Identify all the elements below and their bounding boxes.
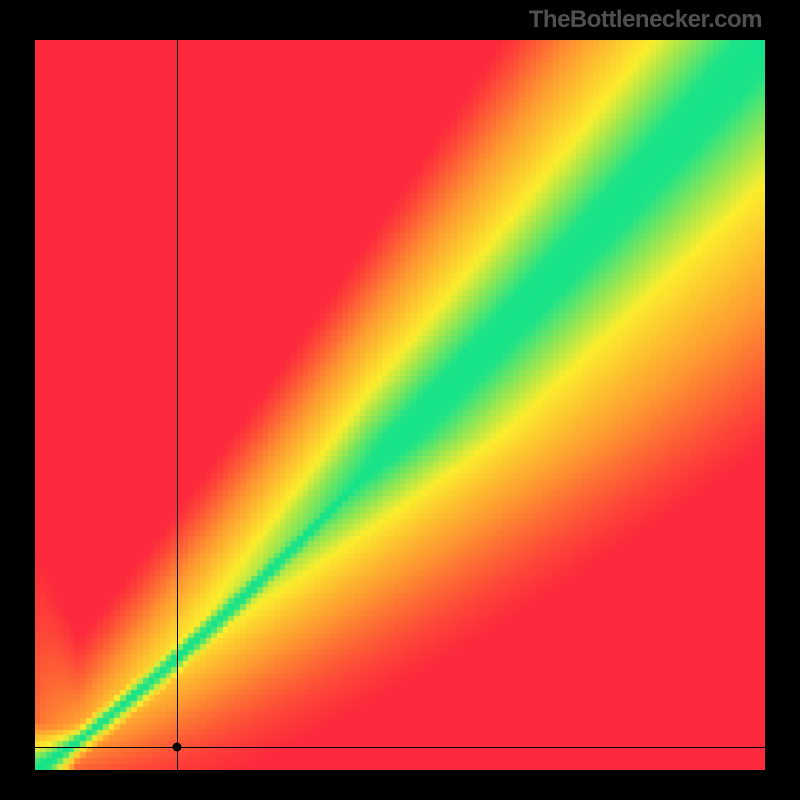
watermark-text: TheBottlenecker.com (529, 6, 762, 34)
outer-frame: TheBottlenecker.com (0, 0, 800, 800)
crosshair-vertical (177, 40, 178, 770)
crosshair-horizontal (35, 747, 765, 748)
marker-dot (173, 743, 182, 752)
plot-area (35, 40, 765, 770)
heatmap-canvas (35, 40, 765, 770)
